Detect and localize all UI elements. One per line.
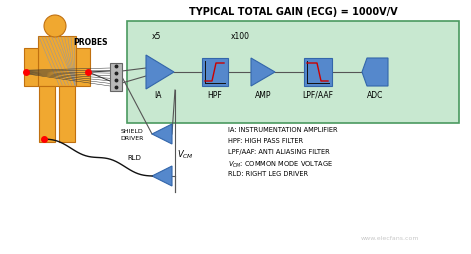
FancyBboxPatch shape — [202, 59, 228, 87]
Text: x100: x100 — [230, 32, 250, 41]
Text: www.elecfans.com: www.elecfans.com — [361, 235, 419, 240]
Circle shape — [44, 16, 66, 38]
Text: HPF: HPF — [208, 91, 222, 100]
Text: SHIELD
DRIVER: SHIELD DRIVER — [120, 129, 144, 140]
Polygon shape — [152, 166, 172, 186]
FancyBboxPatch shape — [127, 22, 459, 123]
Text: TYPICAL TOTAL GAIN (ECG) = 1000V/V: TYPICAL TOTAL GAIN (ECG) = 1000V/V — [189, 7, 398, 17]
Text: PROBES: PROBES — [73, 38, 107, 47]
Polygon shape — [251, 59, 275, 87]
FancyBboxPatch shape — [38, 37, 76, 87]
Polygon shape — [146, 56, 174, 90]
Text: $V_{CM}$: COMMON MODE VOLTAGE: $V_{CM}$: COMMON MODE VOLTAGE — [228, 159, 333, 169]
FancyBboxPatch shape — [76, 49, 90, 87]
Text: RLD: RIGHT LEG DRIVER: RLD: RIGHT LEG DRIVER — [228, 170, 308, 176]
Text: IA: INSTRUMENTATION AMPLIFIER: IA: INSTRUMENTATION AMPLIFIER — [228, 126, 338, 133]
Text: AMP: AMP — [255, 91, 271, 100]
FancyBboxPatch shape — [110, 64, 122, 92]
FancyBboxPatch shape — [59, 87, 75, 142]
Text: x5: x5 — [151, 32, 161, 41]
Text: RLD: RLD — [127, 154, 141, 160]
Text: HPF: HIGH PASS FILTER: HPF: HIGH PASS FILTER — [228, 137, 303, 144]
Text: IA: IA — [154, 91, 162, 100]
Text: $V_{CM}$: $V_{CM}$ — [177, 148, 194, 161]
FancyBboxPatch shape — [304, 59, 332, 87]
Polygon shape — [152, 124, 172, 145]
Text: ADC: ADC — [367, 91, 383, 100]
Polygon shape — [362, 59, 388, 87]
FancyBboxPatch shape — [24, 49, 38, 87]
Text: LPF/AAF: LPF/AAF — [302, 91, 333, 100]
FancyBboxPatch shape — [39, 87, 55, 142]
Text: LPF/AAF: ANTI ALIASING FILTER: LPF/AAF: ANTI ALIASING FILTER — [228, 148, 330, 154]
